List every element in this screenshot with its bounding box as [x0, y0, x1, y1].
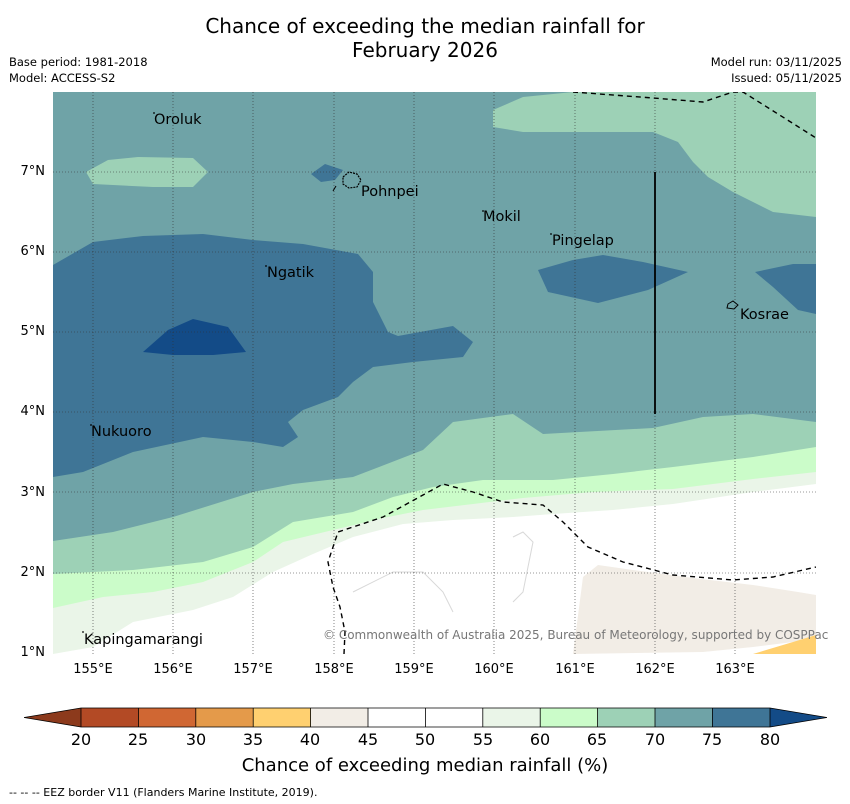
colorbar-tick: 45: [357, 730, 379, 749]
band-40-45: [573, 565, 816, 654]
rainfall-map: [53, 92, 816, 654]
lat-tick-7n: 7°N: [20, 164, 46, 179]
colorbar-swatch-55-60: [482, 708, 541, 727]
eez-border: [327, 92, 816, 654]
colorbar-swatch-65-70: [597, 708, 655, 727]
colorbar-swatch-20-25: [81, 708, 139, 727]
kosrae-island-shape: [726, 300, 739, 310]
colorbar-tick: 25: [127, 730, 149, 749]
lat-tick-2n: 2°N: [20, 565, 46, 580]
place-label-kapingamarangi: Kapingamarangi: [84, 632, 203, 648]
pohnpei-island-shape: [342, 171, 362, 189]
atoll-markers: [82, 112, 552, 633]
colorbar-swatch-45-50: [368, 708, 426, 727]
place-label-ngatik: Ngatik: [267, 265, 315, 281]
eez-footnote: -- -- -- EEZ border V11 (Flanders Marine…: [9, 786, 318, 799]
colorbar-swatch-60-65: [540, 708, 598, 727]
colorbar-swatch-25-30: [138, 708, 196, 727]
lat-tick-6n: 6°N: [20, 244, 46, 259]
colorbar-swatch-50-55: [425, 708, 483, 727]
colorbar-title: Chance of exceeding median rainfall (%): [241, 755, 609, 776]
lon-tick-157e: 157°E: [233, 662, 273, 677]
colorbar-tick: 50: [414, 730, 436, 749]
copyright-notice: © Commonwealth of Australia 2025, Bureau…: [323, 628, 829, 642]
contour-line: [352, 571, 454, 613]
map-title-line1: Chance of exceeding the median rainfall …: [205, 14, 645, 38]
colorbar-swatch-75-80: [712, 708, 770, 727]
colorbar-swatch-70-75: [655, 708, 713, 727]
band-75-80-east: [538, 255, 688, 303]
colorbar-swatch-30-35: [195, 708, 254, 727]
colorbar-under-arrow: [24, 708, 81, 727]
lon-tick-158e: 158°E: [314, 662, 354, 677]
place-label-mokil: Mokil: [483, 209, 521, 225]
graticule: [53, 92, 816, 654]
issued-label: Issued: 05/11/2025: [731, 71, 842, 85]
colorbar-tick: 65: [586, 730, 608, 749]
colorbar-tick: 40: [299, 730, 321, 749]
colorbar-tick: 80: [759, 730, 781, 749]
colorbar-tick: 30: [185, 730, 207, 749]
colorbar-tick: 75: [701, 730, 723, 749]
band-75-80-pohnpei: [311, 164, 343, 182]
band-80-plus: [143, 319, 246, 355]
lat-tick-1n: 1°N: [20, 645, 46, 660]
lon-tick-163e: 163°E: [715, 662, 755, 677]
lat-tick-5n: 5°N: [20, 324, 46, 339]
place-label-oroluk: Oroluk: [154, 112, 202, 128]
colorbar-tick: 70: [644, 730, 666, 749]
colorbar-tick: 60: [529, 730, 551, 749]
place-label-kosrae: Kosrae: [740, 307, 789, 323]
lon-tick-159e: 159°E: [394, 662, 434, 677]
map-title-line2: February 2026: [352, 38, 498, 62]
band-75-80-west: [53, 234, 473, 477]
place-label-nukuoro: Nukuoro: [91, 424, 152, 440]
ant-atoll-mark: [332, 185, 337, 192]
contour-line: [512, 531, 534, 603]
lon-tick-155e: 155°E: [73, 662, 113, 677]
colorbar: [24, 707, 827, 728]
colorbar-swatch-35-40: [253, 708, 311, 727]
colorbar-tick: 35: [242, 730, 264, 749]
lat-tick-3n: 3°N: [20, 485, 46, 500]
band-35-40: [753, 635, 816, 654]
place-label-pingelap: Pingelap: [552, 233, 614, 249]
colorbar-tick: 20: [70, 730, 92, 749]
lon-tick-160e: 160°E: [474, 662, 514, 677]
model-run-label: Model run: 03/11/2025: [710, 55, 842, 69]
colorbar-swatch-40-45: [310, 708, 368, 727]
lon-tick-162e: 162°E: [635, 662, 675, 677]
band-75-80-kosrae: [755, 264, 816, 314]
base-period-label: Base period: 1981-2018: [9, 55, 148, 69]
colorbar-over-arrow: [770, 708, 827, 727]
place-label-pohnpei: Pohnpei: [361, 184, 419, 200]
model-label: Model: ACCESS-S2: [9, 71, 116, 85]
lon-tick-156e: 156°E: [153, 662, 193, 677]
lon-tick-161e: 161°E: [555, 662, 595, 677]
colorbar-tick: 55: [472, 730, 494, 749]
lat-tick-4n: 4°N: [20, 404, 46, 419]
